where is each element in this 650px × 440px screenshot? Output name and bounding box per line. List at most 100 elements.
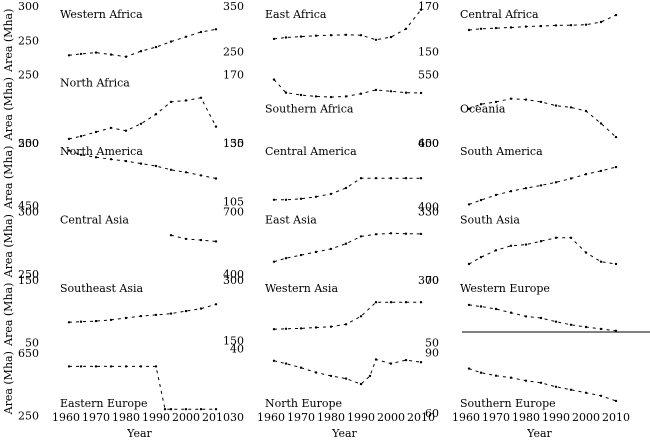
data-point-north-europe (374, 358, 378, 361)
data-point-north-europe (359, 382, 363, 386)
data-point-central-asia (214, 240, 218, 243)
data-point-southern-africa (419, 91, 423, 95)
x-tick-label: 1960 (52, 411, 80, 424)
data-point-south-asia (614, 262, 618, 266)
y-tick-label: 135 (223, 137, 244, 150)
data-point-oceania (467, 107, 471, 111)
y-tick-label: 350 (223, 0, 244, 13)
data-point-south-asia (554, 236, 558, 239)
data-point-western-africa (67, 54, 71, 57)
data-point-south-america (467, 203, 471, 206)
x-tick-label: 2010 (602, 411, 630, 424)
data-point-western-europe (467, 303, 471, 307)
data-point-central-africa (509, 26, 513, 29)
data-point-western-africa (154, 45, 158, 49)
panel-title-central-america: Central America (265, 145, 357, 158)
data-point-south-america (584, 173, 588, 176)
data-point-southern-europe (524, 379, 528, 382)
data-point-east-africa (389, 35, 393, 39)
data-point-western-africa (169, 40, 173, 43)
data-point-western-africa (94, 51, 98, 54)
panel-title-oceania: Oceania (460, 103, 506, 116)
data-point-western-asia (314, 326, 318, 329)
data-point-central-america (419, 177, 423, 180)
data-point-southern-europe (539, 381, 543, 384)
series-line-western-asia (273, 301, 421, 330)
y-tick-label: 150 (418, 46, 439, 59)
panel-eastern-europe: 650 250 Eastern Europe (18, 347, 218, 422)
data-point-east-africa (404, 27, 408, 30)
data-point-southern-africa (284, 91, 288, 94)
data-point-south-america (539, 184, 543, 187)
y-tick-label: 400 (418, 200, 439, 213)
data-point-north-africa (154, 113, 158, 116)
data-point-north-africa (79, 135, 83, 138)
data-point-western-europe (554, 320, 558, 323)
data-point-western-asia (272, 328, 276, 331)
data-point-north-africa (184, 99, 188, 102)
data-point-central-america (299, 197, 303, 200)
data-point-southeast-asia (184, 309, 188, 313)
data-point-north-africa (94, 130, 98, 134)
y-tick-label: 700 (223, 206, 244, 219)
data-point-north-europe (389, 362, 393, 365)
data-point-east-africa (329, 34, 333, 37)
data-point-southern-africa (359, 92, 363, 95)
data-point-central-america (374, 177, 378, 180)
data-point-north-africa (139, 122, 143, 126)
panel-title-east-asia: East Asia (265, 214, 317, 227)
data-point-southern-africa (374, 88, 378, 92)
data-point-east-africa (299, 35, 303, 38)
x-tick-label: 1980 (317, 411, 345, 424)
data-point-central-africa (584, 23, 588, 26)
data-point-central-africa (539, 24, 543, 28)
x-tick-label: 1990 (347, 411, 375, 424)
panel-central-america: 135 105 Central America (223, 137, 423, 209)
panel-title-central-asia: Central Asia (60, 214, 129, 227)
data-point-southern-africa (299, 93, 303, 97)
data-point-north-america (169, 168, 173, 171)
data-point-south-america (569, 177, 573, 180)
data-point-eastern-europe (184, 408, 188, 411)
data-point-southeast-asia (67, 321, 71, 324)
y-tick-label: 105 (223, 196, 244, 209)
panel-title-western-europe: Western Europe (460, 282, 550, 295)
data-point-southeast-asia (124, 316, 128, 320)
panel-central-africa: 170 150 Central Africa (418, 0, 618, 59)
data-point-eastern-europe (154, 365, 158, 368)
data-point-east-asia (272, 260, 276, 263)
chart-panels: 300 250 Western Africa 350 250 East Africa 170… (18, 0, 650, 424)
data-point-east-asia (329, 247, 333, 251)
y-tick-label: 30 (230, 411, 244, 424)
y-tick-label: 70 (425, 274, 439, 287)
series-line-east-asia (273, 232, 422, 263)
y-axis-title: Area (Mha) (2, 214, 15, 278)
data-point-south-asia (599, 260, 603, 263)
data-point-southeast-asia (79, 320, 83, 323)
data-point-oceania (584, 109, 588, 113)
data-point-south-asia (467, 262, 471, 266)
x-tick-label: 1960 (452, 411, 480, 424)
y-tick-label: 550 (18, 137, 39, 150)
y-tick-label: 250 (18, 268, 39, 281)
y-tick-label: 650 (18, 347, 39, 360)
data-point-eastern-europe (199, 408, 203, 411)
data-point-southern-africa (329, 95, 333, 99)
series-line-western-europe (468, 304, 617, 332)
panel-southern-europe: 90 60 Southern Europe (425, 347, 618, 420)
data-point-southeast-asia (94, 319, 98, 323)
data-point-eastern-europe (139, 365, 143, 368)
data-point-east-africa (272, 37, 276, 41)
data-point-southern-africa (404, 91, 408, 94)
x-axis-title: Year (126, 427, 152, 440)
y-tick-label: 300 (18, 206, 39, 219)
data-point-southern-europe (467, 367, 471, 370)
data-point-southern-africa (272, 78, 276, 81)
y-tick-label: 550 (418, 69, 439, 82)
data-point-north-europe (284, 362, 288, 365)
data-point-south-asia (524, 243, 528, 246)
y-axis-title: Area (Mha) (2, 9, 15, 73)
data-point-east-asia (419, 232, 423, 236)
y-tick-label: 60 (425, 407, 439, 420)
